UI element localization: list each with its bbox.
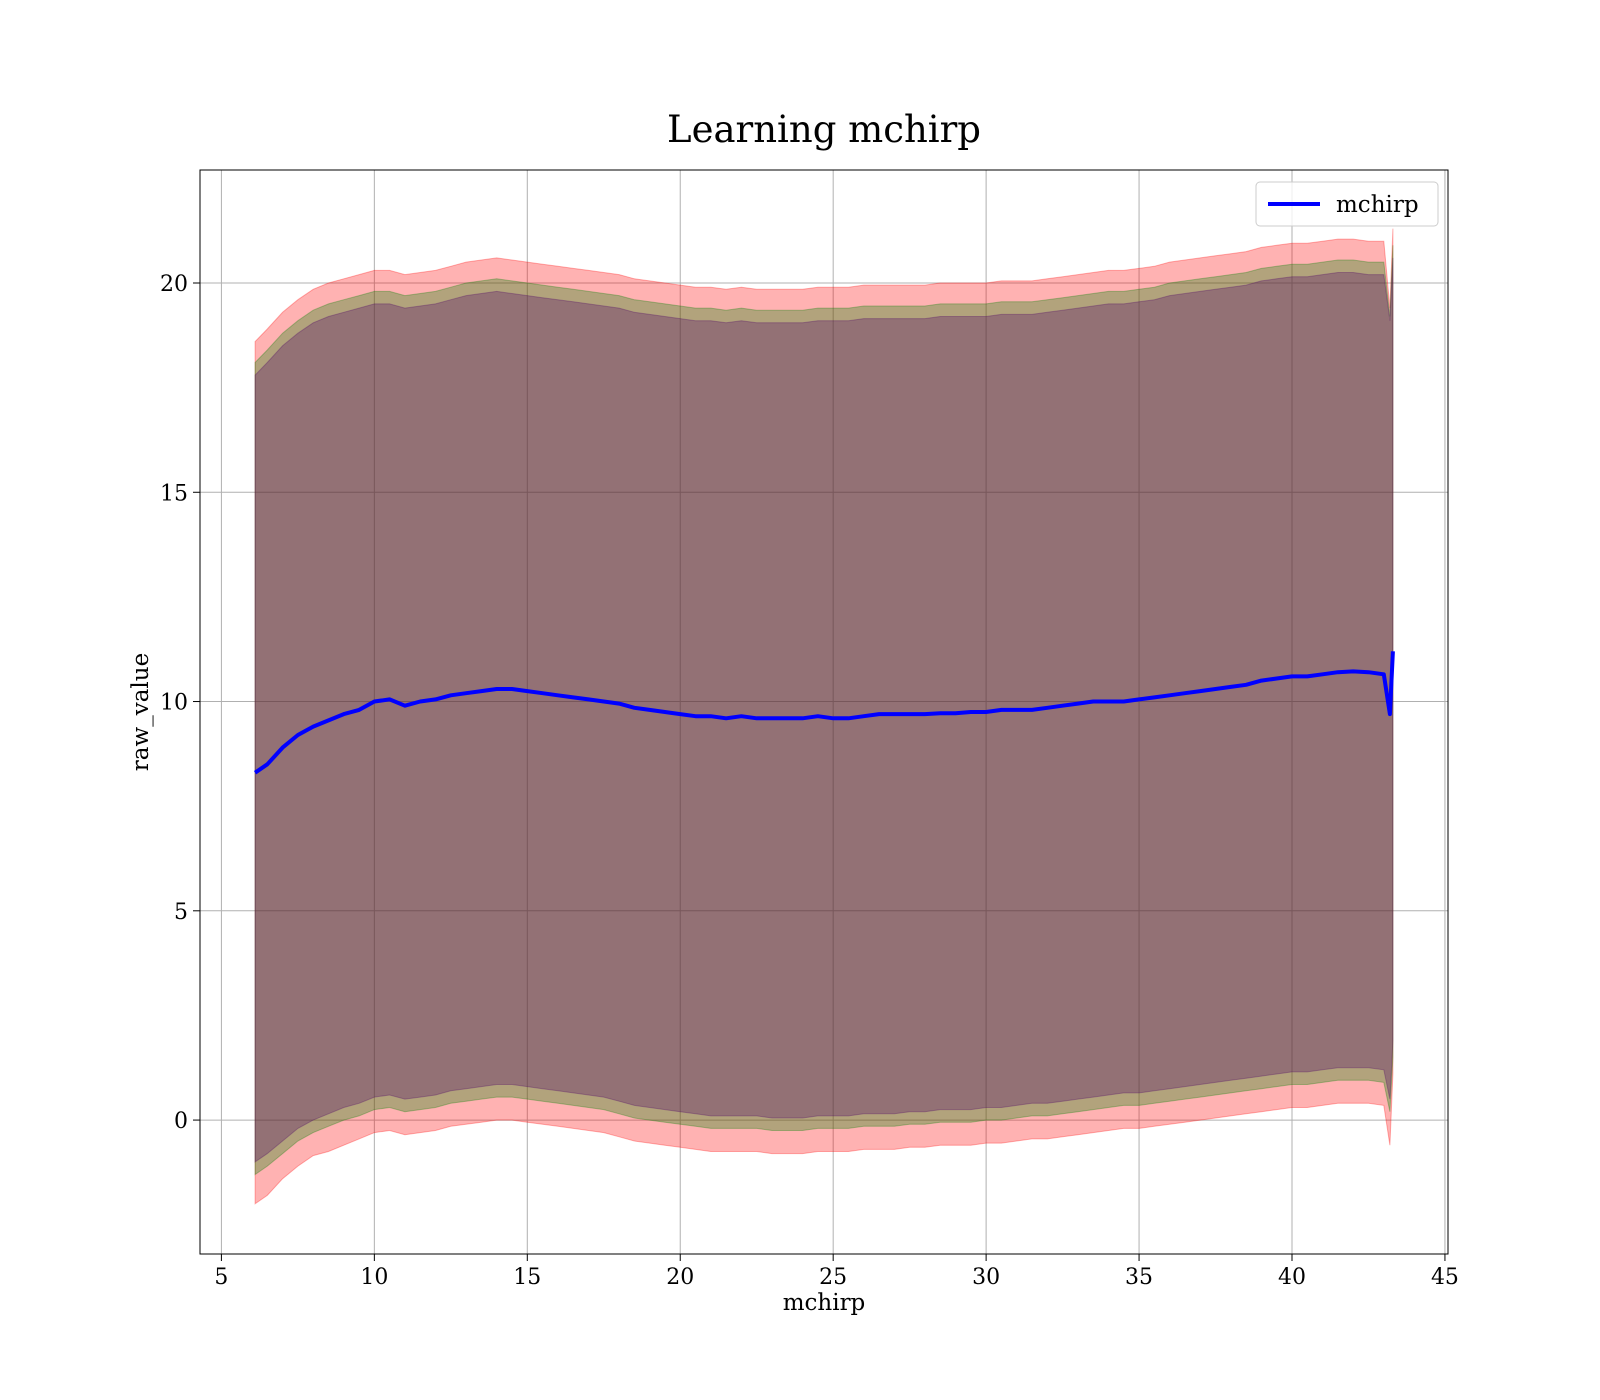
x-tick-label: 10 — [360, 1265, 388, 1290]
x-axis-label: mchirp — [783, 1290, 866, 1316]
y-tick-label: 5 — [174, 900, 188, 925]
x-tick-label: 45 — [1431, 1265, 1459, 1290]
legend-box — [1255, 181, 1439, 227]
x-tick-label: 25 — [819, 1265, 847, 1290]
y-tick-label: 10 — [160, 691, 188, 716]
series-lines — [253, 651, 1395, 775]
legend-label-mchirp: mchirp — [1336, 192, 1419, 218]
series-line-mchirp — [253, 651, 1395, 775]
legend: mchirp — [1255, 181, 1439, 227]
y-axis-label: raw_value — [128, 653, 154, 771]
grid — [200, 170, 1448, 1254]
x-tick-label: 5 — [214, 1265, 228, 1290]
uncertainty-bands — [254, 228, 1394, 1205]
x-tick-label: 30 — [972, 1265, 1000, 1290]
axis-ticks: 5 10 15 20 25 30 35 40 45 0 5 10 15 20 — [160, 272, 1459, 1290]
y-tick-label: 20 — [160, 272, 188, 297]
y-tick-label: 0 — [174, 1109, 188, 1134]
x-tick-label: 15 — [513, 1265, 541, 1290]
band-1 — [254, 245, 1394, 1176]
x-tick-label: 20 — [666, 1265, 694, 1290]
x-tick-label: 35 — [1125, 1265, 1153, 1290]
chart-title: Learning mchirp — [667, 108, 981, 151]
x-tick-label: 40 — [1278, 1265, 1306, 1290]
band-2 — [254, 257, 1394, 1163]
plot-frame — [199, 169, 1449, 1255]
y-tick-label: 15 — [160, 481, 188, 506]
